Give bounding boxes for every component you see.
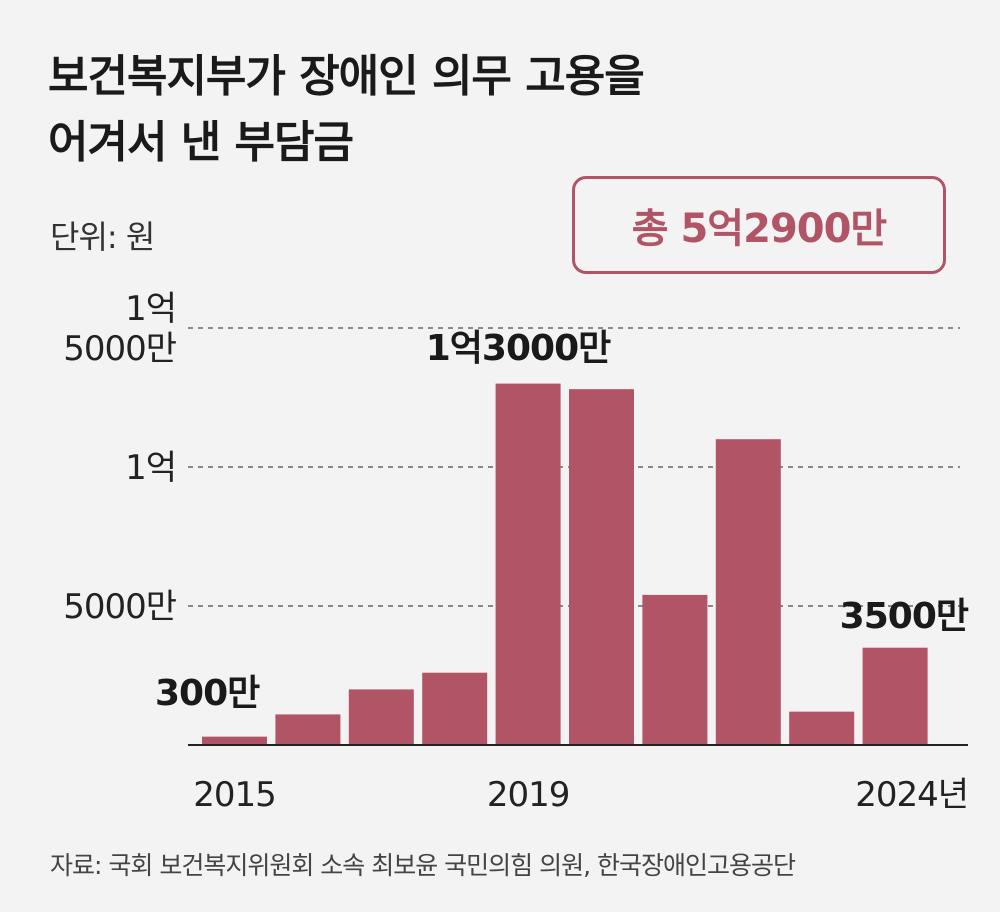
bar <box>275 714 341 745</box>
y-tick-label: 5000만 <box>63 587 177 627</box>
bar <box>422 672 488 745</box>
y-tick-label: 1억 <box>125 289 176 329</box>
data-label: 300만 <box>155 673 260 714</box>
bar <box>495 383 561 745</box>
chart-title-line-2: 어겨서 낸 부담금 <box>48 117 354 168</box>
data-label: 3500만 <box>840 596 969 637</box>
chart-title-line-1: 보건복지부가 장애인 의무 고용을 <box>48 51 645 102</box>
x-tick-label: 2015 <box>193 775 276 815</box>
x-tick-label: 2024년 <box>855 775 968 815</box>
total-badge: 총 5억2900만 <box>572 176 946 274</box>
bar <box>789 711 855 745</box>
bar <box>202 736 267 745</box>
source-note: 자료: 국회 보건복지위원회 소속 최보윤 국민의힘 의원, 한국장애인고용공단 <box>50 851 796 880</box>
bar <box>348 689 414 745</box>
chart-title: 보건복지부가 장애인 의무 고용을 어겨서 낸 부담금 <box>48 44 645 176</box>
unit-label: 단위: 원 <box>50 218 155 256</box>
bar <box>862 647 928 745</box>
x-tick-label: 2019 <box>487 775 570 815</box>
y-tick-label: 1억 <box>125 448 176 488</box>
bar <box>715 439 781 745</box>
y-tick-label: 5000만 <box>63 329 177 369</box>
bar <box>642 594 708 745</box>
data-label: 1억3000만 <box>426 328 611 369</box>
bar <box>569 389 634 745</box>
